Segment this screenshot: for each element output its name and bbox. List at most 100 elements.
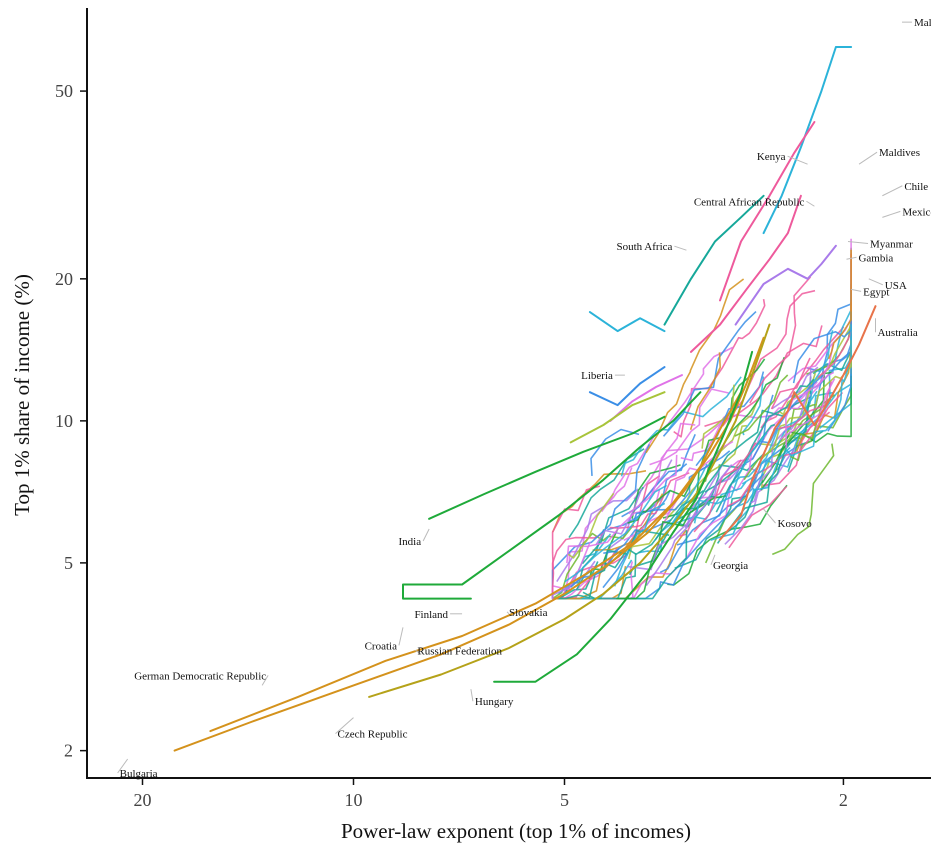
country-trajectory	[590, 428, 640, 476]
country-label: India	[399, 536, 422, 548]
country-trajectory	[648, 422, 696, 500]
country-trajectory	[728, 485, 788, 549]
country-trajectory	[581, 486, 644, 565]
country-trajectory	[556, 488, 639, 583]
country-trajectory	[734, 244, 837, 326]
country-trajectory	[567, 492, 615, 559]
x-tick-label: 20	[134, 790, 152, 810]
country-trajectory	[719, 305, 877, 541]
label-leader-line	[851, 288, 862, 292]
country-trajectory	[428, 415, 666, 520]
country-trajectory	[633, 414, 776, 500]
country-trajectory	[628, 454, 678, 515]
country-trajectory	[663, 194, 765, 326]
country-trajectory	[719, 121, 816, 302]
country-trajectory	[569, 391, 666, 444]
country-trajectory	[570, 547, 620, 588]
label-leader-line	[806, 200, 815, 207]
country-trajectory	[689, 352, 721, 431]
label-leader-line	[335, 717, 354, 734]
country-trajectory	[551, 485, 601, 598]
label-leaders	[117, 21, 912, 774]
country-trajectory	[785, 371, 835, 448]
country-trajectory	[493, 350, 754, 683]
country-trajectory	[701, 384, 735, 449]
y-tick-label: 2	[64, 741, 73, 761]
label-leader-line	[117, 758, 129, 774]
country-trajectory	[710, 488, 755, 542]
x-axis-ticks: 20 10 5 2	[134, 778, 848, 810]
country-trajectory	[609, 374, 683, 422]
country-label: Chile	[904, 181, 928, 193]
label-leader-line	[846, 256, 857, 260]
country-trajectory	[749, 276, 812, 404]
country-trajectory	[368, 323, 771, 698]
country-label: Georgia	[713, 560, 748, 572]
country-trajectory	[607, 463, 688, 531]
country-label: Gambia	[858, 252, 893, 264]
country-label: Mexico	[902, 206, 931, 218]
x-tick-label: 2	[839, 790, 848, 810]
country-trajectory	[645, 278, 745, 454]
y-tick-label: 50	[55, 81, 73, 101]
country-trajectory	[566, 489, 661, 564]
country-trajectory	[552, 524, 635, 600]
country-trajectory	[667, 484, 788, 586]
label-leader-line	[882, 185, 903, 197]
country-label: Malawi	[914, 17, 931, 29]
country-label: Liberia	[581, 370, 613, 382]
label-leader-line	[882, 210, 901, 218]
country-trajectory	[827, 249, 852, 360]
country-label: Australia	[877, 327, 917, 339]
country-trajectory	[595, 488, 643, 546]
y-tick-label: 20	[55, 269, 73, 289]
country-trajectory	[564, 484, 668, 583]
country-trajectory	[209, 391, 742, 733]
country-trajectory	[750, 368, 812, 504]
country-label: Kosovo	[778, 518, 813, 530]
country-label: Kenya	[757, 151, 786, 163]
label-leader-line	[847, 240, 869, 244]
country-trajectory	[631, 464, 681, 519]
country-trajectory	[620, 376, 742, 477]
x-tick-label: 10	[345, 790, 363, 810]
country-trajectory	[742, 376, 765, 436]
country-trajectory	[588, 366, 666, 407]
country-trajectory	[616, 495, 727, 600]
country-label: Czech Republic	[338, 729, 408, 741]
country-trajectory	[673, 298, 766, 438]
label-leader-line	[422, 528, 430, 542]
trajectory-cloud	[551, 238, 852, 600]
country-trajectory	[817, 253, 852, 379]
label-leader-line	[763, 508, 776, 524]
country-trajectory	[741, 330, 834, 485]
label-leader-line	[470, 689, 474, 702]
label-leader-line	[674, 245, 687, 251]
country-trajectory	[693, 432, 768, 524]
country-trajectory	[759, 372, 817, 461]
country-trajectory	[734, 374, 789, 437]
trajectory-lines	[173, 46, 877, 752]
y-tick-label: 5	[64, 553, 73, 573]
country-label: Myanmar	[870, 238, 913, 250]
country-trajectory	[715, 378, 815, 513]
label-leader-line	[868, 278, 884, 286]
country-label: Maldives	[879, 147, 920, 159]
country-trajectory	[649, 388, 729, 466]
country-label: Slovakia	[509, 607, 548, 619]
country-label: Russian Federation	[417, 645, 502, 657]
country-trajectory	[762, 46, 853, 235]
x-axis-title: Power-law exponent (top 1% of incomes)	[341, 819, 691, 843]
country-label: Hungary	[475, 696, 514, 708]
country-trajectory	[690, 194, 802, 353]
country-trajectory	[776, 403, 818, 446]
country-trajectory	[551, 470, 647, 533]
country-label: Finland	[414, 609, 448, 621]
country-trajectory	[638, 481, 747, 554]
label-leader-line	[858, 151, 878, 165]
label-leader-line	[261, 675, 269, 686]
axes	[86, 8, 931, 779]
country-label: German Democratic Republic	[134, 670, 266, 682]
y-axis-title: Top 1% share of income (%)	[10, 274, 34, 516]
